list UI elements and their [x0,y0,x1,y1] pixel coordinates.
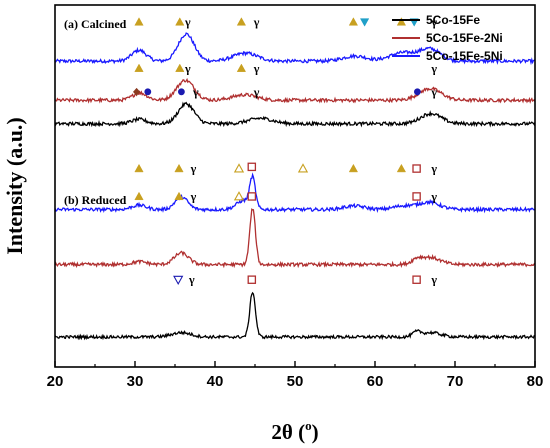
marker-calcined-0-3-triangle [236,17,247,26]
legend-label-1: 5Co-15Fe-2Ni [426,31,503,45]
marker-reduced-4-4-square [247,192,257,201]
series-line-calcined-0 [54,32,536,66]
marker-reduced-4-1-triangle [174,191,184,201]
x-axis-title-sup: o [305,418,312,433]
panel-label-calcined: (a) Calcined [64,17,127,31]
marker-calcined-1-2-gamma-label: γ [184,61,191,75]
x-axis-title: 2θ (o) [271,418,318,444]
marker-reduced-4-2-gamma-label: γ [190,189,197,203]
marker-reduced-5-4-gamma-label: γ [430,273,437,287]
marker-calcined-2-6-gamma-label: γ [430,85,437,99]
marker-calcined-0-6-triangle-down [359,18,370,27]
marker-calcined-0-2-gamma-label: γ [184,15,191,29]
legend-label-2: 5Co-15Fe-5Ni [426,49,503,63]
series-line-calcined-1 [54,77,536,104]
marker-calcined-0-0-triangle [134,17,144,26]
series-line-reduced-3 [54,172,536,214]
marker-reduced-5-1-gamma-label: γ [188,273,195,287]
x-axis-tick-labels: 20 30 40 50 60 70 80 [47,373,544,390]
marker-reduced-3-7-triangle [396,163,407,173]
phase-markers: γ γ γγ γ γγ γ γγ γγ γγ γ [133,15,437,287]
series-line-calcined-2 [54,101,536,128]
x-tick-label-40: 40 [207,373,224,390]
marker-reduced-4-6-gamma-label: γ [430,189,437,203]
y-axis-title: Intensity (a.u.) [2,117,27,255]
marker-reduced-3-6-triangle [348,163,359,173]
marker-reduced-3-3-triangle [233,163,245,173]
marker-reduced-5-2-square [247,275,257,284]
marker-calcined-1-1-triangle [175,63,185,72]
marker-reduced-3-4-square [247,162,257,172]
marker-reduced-4-5-square [412,192,421,201]
marker-calcined-0-9-gamma-label: γ [430,15,437,29]
marker-calcined-2-0-diamond [133,87,141,96]
marker-reduced-5-3-square [412,275,421,284]
marker-reduced-3-2-gamma-label: γ [190,162,197,176]
marker-reduced-4-0-triangle [134,191,144,201]
marker-calcined-1-0-triangle [134,63,144,72]
legend-label-0: 5Co-15Fe [426,13,480,27]
marker-reduced-3-5-triangle [297,163,309,173]
x-tick-label-70: 70 [447,373,464,390]
marker-reduced-3-8-square [412,164,421,173]
marker-calcined-0-1-triangle [175,17,185,26]
x-tick-label-20: 20 [47,373,64,390]
x-tick-label-60: 60 [367,373,384,390]
legend: 5Co-15Fe 5Co-15Fe-2Ni 5Co-15Fe-5Ni [392,13,503,63]
x-tick-label-50: 50 [287,373,304,390]
marker-calcined-2-1-circle [144,88,152,96]
series-traces [54,32,536,341]
marker-reduced-4-3-triangle [233,191,245,201]
marker-reduced-3-1-triangle [174,163,184,173]
panel-label-reduced: (b) Reduced [64,193,127,207]
x-axis-ticks [54,361,536,367]
x-axis-title-close: ) [312,420,319,444]
x-tick-label-80: 80 [527,373,544,390]
marker-calcined-1-5-gamma-label: γ [430,61,437,75]
x-tick-label-30: 30 [127,373,144,390]
marker-calcined-1-3-triangle [236,63,247,72]
marker-calcined-2-3-gamma-label: γ [192,85,199,99]
marker-reduced-3-0-triangle [134,163,144,173]
marker-calcined-0-4-gamma-label: γ [253,15,260,29]
x-axis-title-main: 2θ ( [271,420,305,444]
series-line-reduced-5 [54,291,536,341]
series-line-reduced-4 [54,208,536,269]
marker-calcined-2-2-circle [178,88,185,96]
marker-reduced-5-0-triangle-down [173,275,184,286]
marker-reduced-3-9-gamma-label: γ [430,162,437,176]
marker-calcined-2-5-circle [414,88,421,96]
marker-calcined-0-7-triangle [396,17,407,26]
marker-calcined-0-5-triangle [348,17,359,26]
marker-calcined-2-4-gamma-label: γ [253,85,260,99]
marker-calcined-1-4-gamma-label: γ [253,61,260,75]
